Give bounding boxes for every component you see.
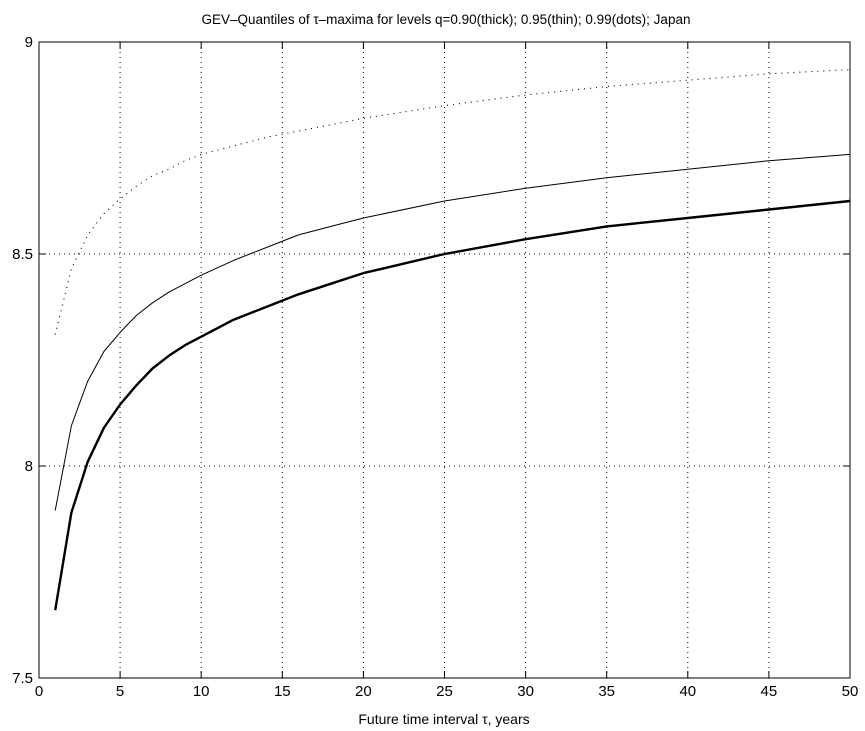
grid-lines bbox=[39, 42, 850, 678]
axis-ticks: 0 5 10 15 20 25 30 35 40 45 50 7.5 8 8.5 9 bbox=[12, 34, 858, 700]
y-tick-label: 8 bbox=[25, 458, 33, 475]
x-tick-label: 45 bbox=[761, 683, 778, 700]
x-tick-label: 50 bbox=[842, 683, 859, 700]
x-tick-label: 0 bbox=[35, 683, 43, 700]
x-tick-label: 20 bbox=[355, 683, 372, 700]
series-line-thick bbox=[54, 199, 851, 611]
x-tick-label: 35 bbox=[598, 683, 615, 700]
y-tick-label: 9 bbox=[25, 34, 33, 51]
y-tick-label: 8.5 bbox=[12, 246, 33, 263]
y-tick-label: 7.5 bbox=[12, 670, 33, 687]
series-lines bbox=[54, 69, 851, 611]
x-tick-label: 40 bbox=[679, 683, 696, 700]
x-tick-label: 5 bbox=[116, 683, 124, 700]
x-tick-label: 25 bbox=[436, 683, 453, 700]
x-tick-label: 30 bbox=[517, 683, 534, 700]
series-line-dots bbox=[54, 69, 851, 335]
x-tick-label: 10 bbox=[193, 683, 210, 700]
series-line-thin bbox=[54, 153, 851, 511]
x-tick-label: 15 bbox=[274, 683, 291, 700]
x-axis-label: Future time interval τ, years bbox=[358, 711, 529, 727]
chart-title: GEV–Quantiles of τ–maxima for levels q=0… bbox=[202, 12, 691, 27]
